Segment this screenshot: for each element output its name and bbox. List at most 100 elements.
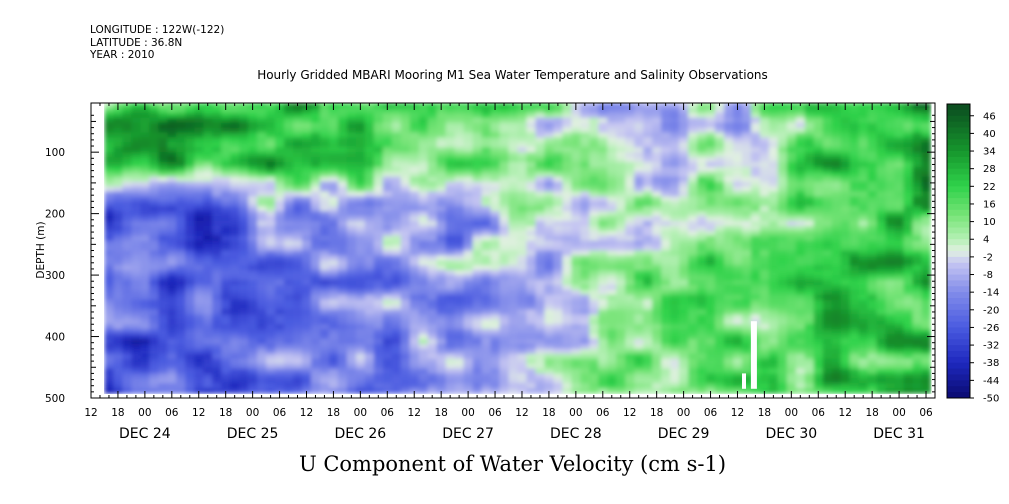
heatmap-cell: [616, 299, 626, 306]
heatmap-cell: [445, 171, 456, 178]
heatmap-cell: [688, 284, 698, 291]
heatmap-cell: [355, 324, 366, 330]
heatmap-cell: [481, 388, 492, 394]
heatmap-cell: [113, 122, 124, 129]
heatmap-cell: [508, 216, 519, 222]
heatmap-cell: [732, 196, 743, 202]
heatmap-cell: [822, 117, 833, 124]
heatmap-cell: [571, 107, 581, 114]
heatmap-cell: [688, 383, 698, 389]
heatmap-cell: [167, 339, 177, 345]
heatmap-cell: [768, 250, 779, 257]
heatmap-cell: [616, 216, 626, 222]
heatmap-cell: [158, 314, 168, 320]
heatmap-cell: [589, 363, 599, 370]
heatmap-cell: [499, 127, 510, 134]
heatmap-cell: [759, 230, 770, 237]
heatmap-cell: [445, 230, 456, 237]
heatmap-cell: [293, 368, 303, 375]
heatmap-cell: [849, 137, 860, 143]
heatmap-cell: [364, 289, 375, 296]
heatmap-cell: [409, 211, 420, 217]
heatmap-cell: [203, 265, 213, 271]
heatmap-cell: [266, 137, 276, 143]
heatmap-cell: [436, 388, 447, 394]
heatmap-cell: [158, 334, 168, 340]
heatmap-cell: [140, 319, 150, 325]
heatmap-cell: [293, 284, 303, 291]
heatmap-cell: [373, 171, 384, 178]
heatmap-cell: [858, 235, 869, 242]
heatmap-cell: [409, 117, 420, 124]
heatmap-cell: [463, 319, 474, 325]
heatmap-cell: [445, 358, 456, 365]
heatmap-cell: [257, 186, 267, 193]
heatmap-cell: [750, 191, 761, 198]
heatmap-cell: [553, 162, 563, 168]
heatmap-cell: [158, 142, 168, 148]
heatmap-cell: [607, 225, 617, 232]
heatmap-cell: [795, 211, 806, 217]
heatmap-cell: [185, 383, 195, 389]
heatmap-cell: [427, 142, 438, 148]
heatmap-cell: [661, 127, 671, 134]
heatmap-cell: [167, 299, 177, 306]
heatmap-cell: [840, 309, 851, 316]
heatmap-cell: [239, 152, 249, 158]
heatmap-cell: [131, 358, 141, 365]
heatmap-cell: [203, 314, 213, 320]
heatmap-cell: [759, 388, 770, 394]
heatmap-cell: [355, 334, 366, 340]
heatmap-cell: [490, 353, 501, 360]
heatmap-cell: [652, 383, 662, 389]
heatmap-cell: [212, 329, 222, 335]
heatmap-cell: [741, 196, 752, 202]
heatmap-cell: [203, 127, 213, 134]
heatmap-cell: [616, 206, 626, 212]
heatmap-cell: [759, 166, 770, 173]
heatmap-cell: [571, 171, 581, 178]
heatmap-cell: [346, 304, 357, 311]
heatmap-cell: [113, 240, 124, 247]
heatmap-cell: [149, 294, 159, 301]
heatmap-cell: [382, 339, 393, 345]
heatmap-cell: [625, 216, 635, 222]
heatmap-cell: [293, 176, 303, 183]
heatmap-cell: [185, 363, 195, 370]
heatmap-cell: [481, 348, 492, 355]
heatmap-cell: [221, 284, 231, 291]
heatmap-cell: [203, 304, 213, 311]
heatmap-cell: [499, 368, 510, 375]
heatmap-cell: [598, 348, 608, 355]
heatmap-cell: [212, 289, 222, 296]
heatmap-cell: [616, 235, 626, 242]
heatmap-cell: [167, 166, 177, 173]
heatmap-cell: [472, 152, 483, 158]
heatmap-cell: [149, 216, 159, 222]
heatmap-cell: [230, 368, 240, 375]
heatmap-cell: [652, 339, 662, 345]
heatmap-cell: [302, 363, 312, 370]
heatmap-cell: [427, 191, 438, 198]
heatmap-cell: [732, 319, 743, 325]
heatmap-cell: [302, 334, 312, 340]
heatmap-cell: [777, 339, 788, 345]
heatmap-cell: [382, 373, 393, 379]
heatmap-cell: [750, 314, 761, 320]
heatmap-cell: [293, 211, 303, 217]
heatmap-cell: [786, 211, 797, 217]
heatmap-cell: [786, 343, 797, 350]
heatmap-cell: [194, 304, 204, 311]
heatmap-cell: [212, 309, 222, 316]
heatmap-cell: [679, 127, 689, 134]
heatmap-cell: [203, 334, 213, 340]
heatmap-cell: [409, 343, 420, 350]
heatmap-cell: [598, 166, 608, 173]
heatmap-cell: [535, 152, 546, 158]
heatmap-cell: [526, 206, 537, 212]
heatmap-cell: [562, 275, 572, 281]
heatmap-cell: [643, 157, 653, 163]
heatmap-cell: [382, 186, 393, 193]
heatmap-cell: [239, 221, 249, 227]
heatmap-cell: [768, 211, 779, 217]
